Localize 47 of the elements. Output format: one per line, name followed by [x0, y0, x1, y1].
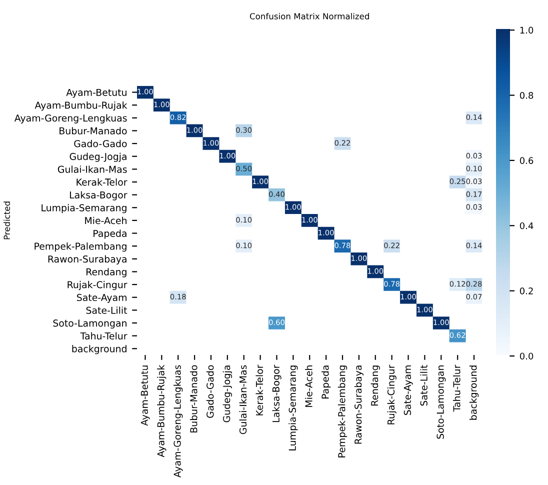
- color-bar-label: 0.2: [520, 288, 533, 294]
- x-tick-label: Lumpia-Semarang: [288, 366, 298, 450]
- y-axis-title: Predicted: [4, 202, 10, 240]
- x-tick-label: Soto-Lamongan: [436, 366, 446, 439]
- color-bar-label: 1.0: [520, 26, 534, 34]
- y-tick-label: Rawon-Surabaya: [48, 255, 126, 264]
- color-bar-label: 0.4: [520, 222, 534, 230]
- x-tick-label: Bubur-Manado: [190, 365, 198, 432]
- y-tick-label: Ayam-Bumbu-Rujak: [34, 101, 128, 111]
- x-tick-label: background: [469, 366, 479, 420]
- y-tick-label: Tahu-Telur: [80, 332, 128, 340]
- y-tick-label: Rujak-Cingur: [68, 280, 128, 290]
- y-tick-label: Lumpia-Semarang: [42, 204, 126, 214]
- x-tick-label: Mie-Aceh: [305, 366, 312, 407]
- y-tick-label: Rendang: [86, 268, 126, 278]
- color-bar-label: 0.0: [520, 352, 534, 360]
- x-tick-label: Gudeg-Jogja: [222, 366, 232, 422]
- x-tick-label: Sate-Lilit: [420, 364, 428, 406]
- x-tick-label: Gulai-Ikan-Mas: [239, 365, 247, 434]
- x-tick-label: Gado-Gado: [206, 365, 214, 418]
- x-tick-label: Rujak-Cingur: [387, 364, 396, 424]
- y-tick-label: Gudeg-Jogja: [70, 152, 126, 162]
- y-tick-label: Laksa-Bogor: [70, 191, 128, 200]
- x-tick-label: Tahu-Telur: [453, 364, 460, 412]
- y-tick-label: Gado-Gado: [74, 140, 127, 148]
- x-tick-label: Pempek-Palembang: [338, 366, 348, 458]
- x-tick-label: Laksa-Bogor: [272, 364, 282, 422]
- y-tick-label: Kerak-Telor: [76, 178, 128, 186]
- y-tick-label: Gulai-Ikan-Mas: [58, 166, 127, 173]
- color-bar-label: 0.6: [520, 157, 534, 164]
- y-tick-label: Pempek-Palembang: [34, 242, 126, 252]
- y-tick-label: Sate-Lilit: [86, 306, 128, 314]
- y-tick-label: Bubur-Manado: [60, 127, 127, 134]
- x-tick-label: Rawon-Surabaya: [354, 366, 364, 444]
- chart-title: Confusion Matrix Normalized: [250, 12, 369, 20]
- y-tick-label: Mie-Aceh: [85, 216, 126, 224]
- y-tick-label: Papeda: [94, 230, 126, 239]
- x-tick-label: Rendang: [370, 366, 380, 406]
- x-tick-label: Papeda: [321, 366, 331, 398]
- y-tick-label: Ayam-Goreng-Lengkuas: [14, 114, 127, 124]
- y-tick-label: background: [72, 345, 126, 354]
- y-tick-label: Soto-Lamongan: [53, 320, 126, 329]
- color-bar-label: 0.8: [520, 92, 534, 99]
- y-tick-label: Sate-Ayam: [77, 294, 126, 303]
- x-tick-label: Kerak-Telor: [256, 364, 264, 416]
- y-tick-label: Ayam-Betutu: [66, 88, 126, 98]
- x-tick-label: Sate-Ayam: [404, 366, 413, 416]
